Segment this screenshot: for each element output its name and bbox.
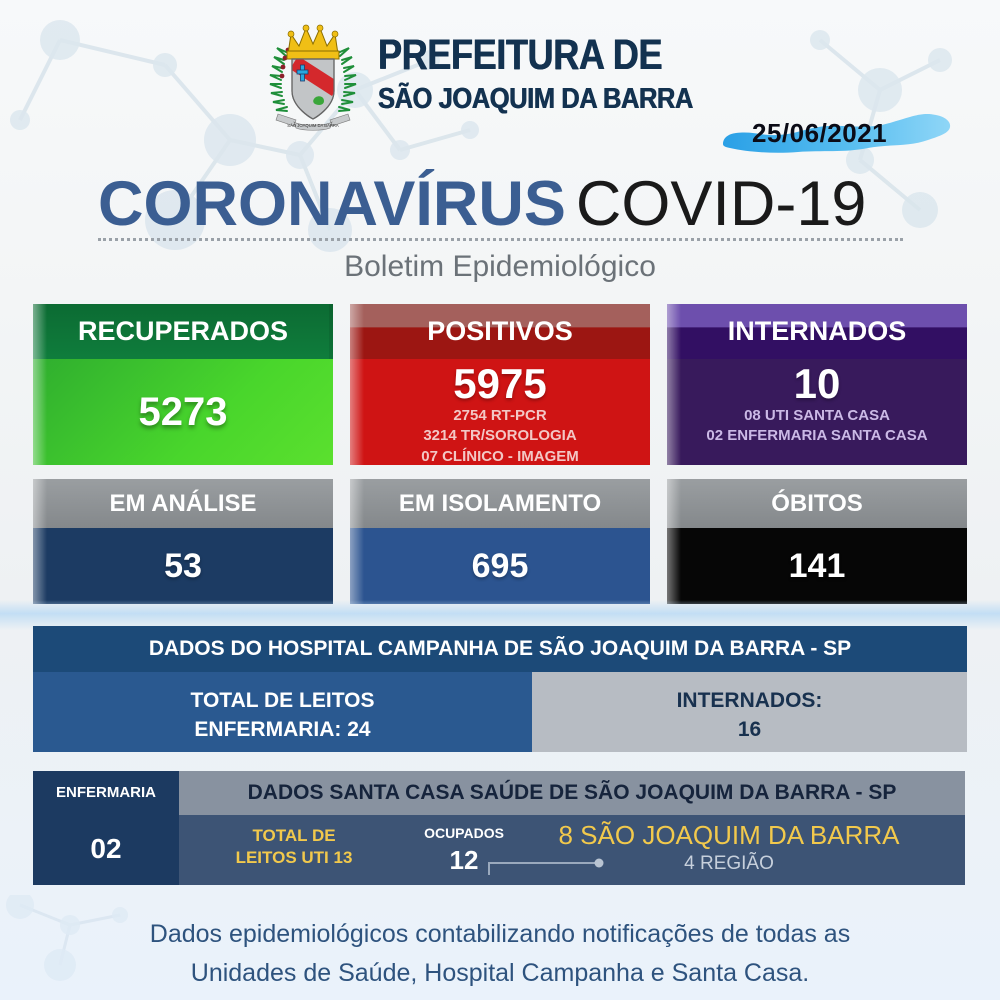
svg-text:SÃO JOAQUIM DA BARRA: SÃO JOAQUIM DA BARRA [287,123,339,128]
